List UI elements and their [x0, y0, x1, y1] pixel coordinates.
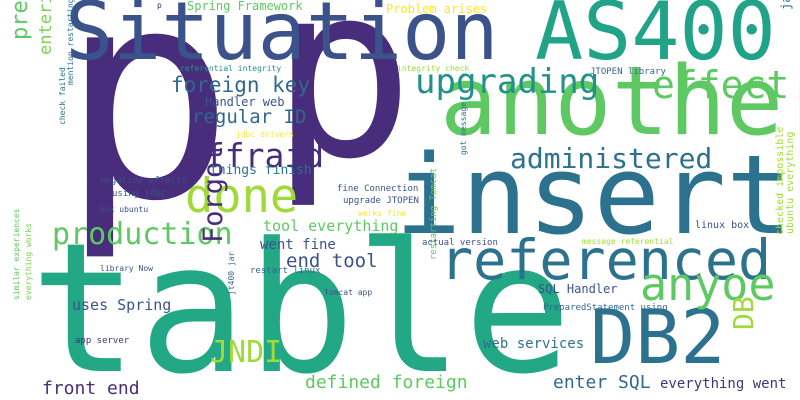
cloud-word: negative effects: [100, 176, 187, 186]
cloud-word: pretty serious: [8, 0, 33, 40]
cloud-word: ubuntu everything: [785, 131, 796, 234]
cloud-word: Spring Framework: [187, 0, 303, 13]
cloud-word: similar experiences: [12, 208, 21, 300]
cloud-word: end tool: [286, 250, 378, 272]
cloud-word: entering record: [36, 0, 56, 55]
cloud-word: Problem arises: [386, 2, 488, 16]
cloud-word: regular ID: [192, 106, 307, 128]
cloud-word: mention restarting: [66, 0, 75, 85]
cloud-word: works fine: [358, 209, 407, 218]
cloud-word: library Now: [100, 264, 153, 273]
cloud-word: PreparedStatement using: [543, 303, 668, 313]
cloud-word: effect: [652, 63, 790, 107]
cloud-word: DB2: [590, 293, 726, 381]
cloud-word: enter SQL: [553, 372, 651, 393]
cloud-word: uses Spring: [72, 296, 172, 314]
cloud-word: restart linux: [250, 266, 321, 276]
cloud-word: front end: [42, 378, 140, 399]
cloud-word: anyoe: [640, 258, 776, 311]
cloud-word: affraid: [185, 136, 325, 175]
cloud-word: checked impossible: [775, 126, 786, 235]
cloud-word: Situation: [65, 0, 499, 78]
cloud-word: Handler web: [205, 95, 285, 109]
cloud-word: got message: [459, 102, 468, 155]
cloud-word: JNDI: [210, 335, 283, 370]
cloud-word: integrity check: [397, 64, 470, 73]
cloud-word: referential integrity: [180, 64, 282, 73]
cloud-word: p: [270, 0, 415, 212]
cloud-word: SQL Handler: [538, 282, 618, 296]
cloud-word: web services: [483, 336, 585, 352]
cloud-word: Tomcat app: [324, 288, 373, 297]
cloud-word: tool everything: [263, 217, 399, 235]
cloud-word: Forgot: [198, 145, 229, 243]
cloud-word: AS400: [535, 0, 776, 78]
cloud-word: table: [30, 205, 572, 400]
cloud-word: upgrade JTOPEN: [343, 196, 419, 206]
cloud-word: linux box: [695, 220, 750, 231]
cloud-word: app server: [75, 336, 130, 346]
cloud-word: java application: [779, 0, 793, 10]
cloud-word: using jdbc: [112, 189, 167, 199]
cloud-word: jt400 jar: [227, 251, 236, 295]
cloud-word: fine Connection: [337, 184, 419, 194]
cloud-word: things finish: [210, 163, 312, 178]
cloud-word: administered: [510, 142, 713, 175]
cloud-word: JTOPEN library: [590, 67, 666, 77]
cloud-word: p: [60, 0, 235, 265]
cloud-word: foreign key: [171, 73, 311, 97]
cloud-word: box ubuntu: [100, 205, 149, 214]
cloud-word: done: [185, 169, 299, 224]
cloud-word: went fine: [260, 237, 336, 253]
cloud-word: upgrading: [415, 62, 600, 102]
cloud-word: production: [52, 217, 233, 252]
cloud-word: DB: [727, 296, 760, 330]
cloud-word: another: [440, 47, 800, 157]
cloud-word: jdbc drivers: [236, 130, 294, 139]
cloud-word: insert: [395, 131, 793, 259]
cloud-word: everything went: [660, 376, 787, 392]
cloud-word: defined foreign: [305, 372, 468, 393]
cloud-word: referenced: [440, 228, 772, 292]
cloud-word: p: [157, 1, 162, 10]
cloud-word: actual version: [422, 238, 498, 248]
cloud-word: message referential: [582, 237, 674, 246]
cloud-word: everything works: [24, 222, 33, 300]
